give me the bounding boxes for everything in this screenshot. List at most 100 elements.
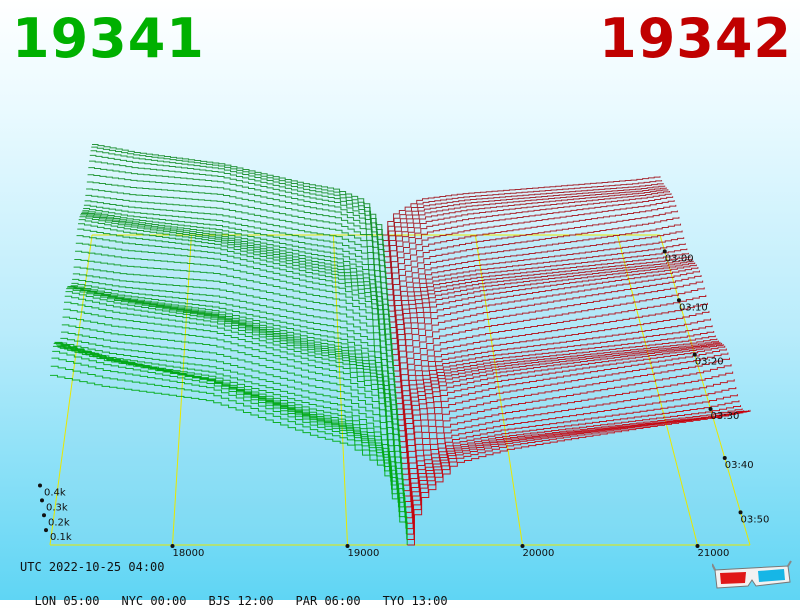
bid-depth-line bbox=[61, 331, 402, 464]
bid-depth-line bbox=[72, 273, 394, 377]
ask-depth-line bbox=[397, 338, 718, 432]
bid-depth-line bbox=[83, 204, 388, 295]
bid-depth-line bbox=[65, 291, 399, 431]
bid-depth-line bbox=[52, 350, 407, 529]
ask-depth-line bbox=[394, 287, 705, 388]
bid-depth-line bbox=[50, 365, 408, 540]
utc-time: UTC 2022-10-25 04:00 bbox=[20, 560, 165, 574]
ask-depth-line bbox=[405, 410, 745, 524]
time-tick-mark bbox=[722, 455, 727, 460]
ask-depth-line bbox=[400, 348, 727, 464]
bid-depth-line bbox=[75, 242, 393, 355]
ask-depth-line bbox=[383, 187, 667, 258]
ask-depth-line bbox=[396, 325, 713, 415]
bid-depth-line bbox=[62, 316, 401, 453]
bid-depth-line bbox=[50, 374, 408, 545]
bid-depth-line bbox=[78, 219, 391, 333]
price-grid-line bbox=[616, 234, 698, 546]
ask-depth-line bbox=[404, 405, 742, 513]
ask-depth-line bbox=[388, 230, 683, 312]
ask-depth-line bbox=[387, 216, 680, 301]
price-tick-mark bbox=[520, 544, 525, 548]
ask-depth-line bbox=[385, 193, 672, 274]
grid-left-edge bbox=[49, 234, 93, 546]
time-tick-mark bbox=[662, 249, 667, 254]
ask-depth-line bbox=[392, 267, 699, 367]
bid-depth-line bbox=[88, 167, 385, 263]
price-tick-mark bbox=[695, 544, 700, 548]
bid-depth-line bbox=[89, 154, 384, 252]
bid-depth-line bbox=[87, 174, 385, 268]
ask-depth-line bbox=[383, 185, 666, 252]
ask-depth-line bbox=[389, 248, 688, 328]
bid-depth-line bbox=[51, 357, 407, 535]
ask-depth-line bbox=[398, 340, 719, 437]
time-tick-label: 03:30 bbox=[711, 411, 740, 422]
time-tick-mark bbox=[708, 407, 713, 412]
ask-depth-line bbox=[384, 189, 669, 263]
ask-depth-line bbox=[396, 318, 712, 410]
volume-tick-mark bbox=[44, 528, 48, 533]
ask-depth-line bbox=[397, 330, 715, 421]
price-tick-mark bbox=[345, 544, 350, 548]
time-tick-mark bbox=[676, 298, 681, 303]
ask-depth-line bbox=[405, 408, 743, 519]
timezone-nyc: NYC 00:00 bbox=[121, 594, 187, 608]
ask-depth-line bbox=[381, 176, 661, 236]
bid-depth-line bbox=[72, 278, 395, 382]
bid-depth-line bbox=[78, 223, 391, 339]
ask-depth-line bbox=[386, 204, 677, 290]
timezone-tyo: TYO 13:00 bbox=[382, 594, 448, 608]
bid-depth-line bbox=[92, 144, 383, 235]
ask-depth-line bbox=[385, 196, 674, 280]
ask-depth-line bbox=[394, 294, 707, 394]
ask-depth-line bbox=[395, 302, 708, 399]
ask-depth-line bbox=[402, 379, 735, 492]
bid-depth-line bbox=[81, 211, 389, 312]
bid-depth-line bbox=[83, 207, 388, 301]
bid-price: 19341 bbox=[12, 7, 205, 70]
price-tick-label: 21000 bbox=[698, 548, 730, 559]
bid-depth-line bbox=[71, 282, 395, 388]
bid-depth-line bbox=[59, 342, 402, 475]
ask-depth-line bbox=[395, 310, 710, 405]
ask-depth-line bbox=[398, 341, 721, 443]
bid-depth-line bbox=[86, 181, 386, 274]
time-tick-mark bbox=[692, 352, 697, 357]
time-tick-label: 03:50 bbox=[741, 514, 770, 525]
bid-depth-line bbox=[64, 295, 399, 437]
time-tick-label: 03:40 bbox=[725, 460, 754, 471]
ask-depth-line bbox=[399, 342, 723, 448]
ask-depth-line bbox=[385, 200, 675, 285]
3d-glasses-icon[interactable] bbox=[712, 560, 792, 594]
ask-depth-line bbox=[393, 274, 702, 377]
bid-depth-line bbox=[70, 285, 396, 393]
volume-tick-mark bbox=[40, 498, 44, 503]
timezone-par: PAR 06:00 bbox=[295, 594, 361, 608]
timezone-lon: LON 05:00 bbox=[34, 594, 100, 608]
volume-tick-label: 0.3k bbox=[46, 502, 68, 513]
bid-depth-line bbox=[75, 250, 393, 361]
ask-depth-line bbox=[397, 335, 716, 426]
bid-depth-line bbox=[89, 160, 385, 257]
bid-depth-line bbox=[73, 266, 394, 371]
ask-depth-line bbox=[406, 410, 746, 530]
bid-depth-line bbox=[79, 216, 390, 328]
timezone-bjs: BJS 12:00 bbox=[208, 594, 274, 608]
time-tick-label: 03:10 bbox=[679, 302, 708, 313]
ask-depth-line bbox=[391, 260, 694, 350]
bid-depth-line bbox=[84, 200, 387, 290]
ask-depth-line bbox=[403, 394, 738, 502]
bid-depth-line bbox=[60, 337, 402, 469]
ask-depth-line bbox=[402, 364, 732, 481]
time-tick-label: 03:20 bbox=[695, 357, 724, 368]
grid-right-edge bbox=[659, 234, 751, 546]
ask-depth-line bbox=[384, 191, 670, 269]
ask-depth-line bbox=[388, 237, 685, 318]
ask-depth-line bbox=[390, 258, 693, 345]
ask-price: 19342 bbox=[599, 7, 792, 70]
bid-depth-line bbox=[58, 345, 403, 480]
ask-depth-line bbox=[400, 345, 726, 459]
bid-depth-line bbox=[63, 308, 400, 448]
volume-tick-label: 0.2k bbox=[48, 517, 70, 528]
